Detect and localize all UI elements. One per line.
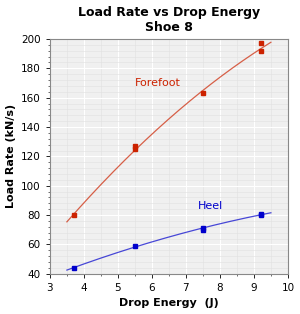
Title: Load Rate vs Drop Energy
Shoe 8: Load Rate vs Drop Energy Shoe 8 xyxy=(78,6,260,34)
Y-axis label: Load Rate (kN/s): Load Rate (kN/s) xyxy=(6,104,16,208)
Text: Heel: Heel xyxy=(198,201,223,211)
X-axis label: Drop Energy  (J): Drop Energy (J) xyxy=(119,298,219,308)
Text: Forefoot: Forefoot xyxy=(135,78,181,88)
